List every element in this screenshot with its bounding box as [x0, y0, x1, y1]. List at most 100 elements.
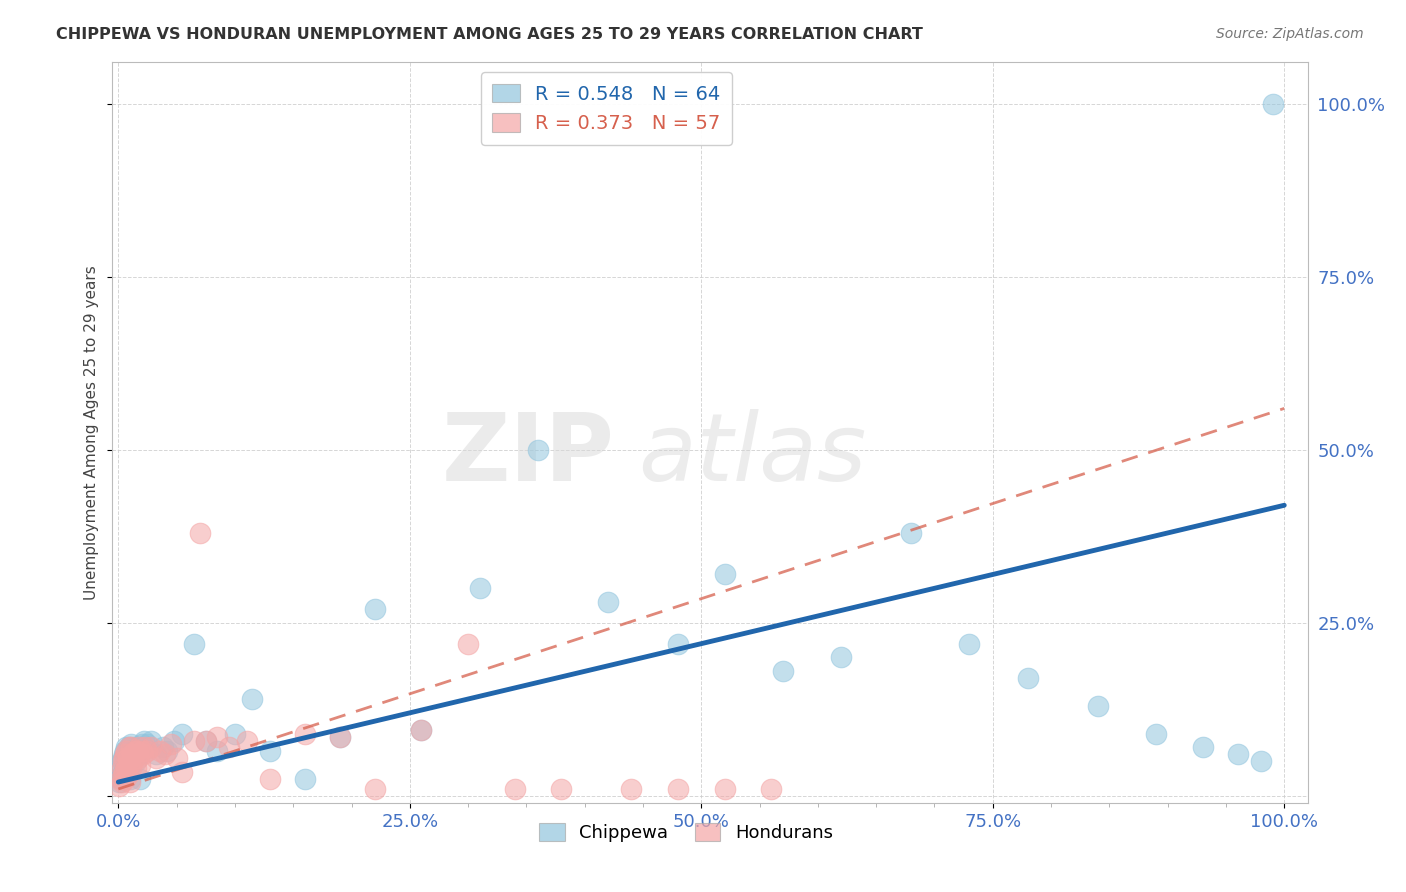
Point	[666, 781, 689, 796]
Point	[129, 757, 152, 772]
Point	[1191, 740, 1213, 755]
Point	[172, 764, 194, 779]
Point	[1087, 698, 1109, 713]
Point	[1261, 97, 1284, 112]
Point	[114, 744, 136, 758]
Point	[115, 740, 138, 755]
Point	[156, 744, 179, 758]
Point	[411, 723, 433, 738]
Point	[110, 761, 132, 775]
Point	[118, 775, 141, 789]
Point	[121, 744, 143, 758]
Point	[468, 582, 491, 596]
Text: CHIPPEWA VS HONDURAN UNEMPLOYMENT AMONG AGES 25 TO 29 YEARS CORRELATION CHART: CHIPPEWA VS HONDURAN UNEMPLOYMENT AMONG …	[56, 27, 924, 42]
Point	[550, 781, 572, 796]
Legend: Chippewa, Hondurans: Chippewa, Hondurans	[531, 816, 841, 849]
Point	[121, 747, 143, 762]
Point	[131, 737, 153, 751]
Point	[329, 730, 352, 744]
Point	[125, 740, 148, 755]
Point	[111, 754, 134, 768]
Point	[118, 751, 141, 765]
Point	[959, 637, 981, 651]
Point	[183, 733, 205, 747]
Point	[235, 733, 257, 747]
Point	[111, 754, 134, 768]
Point	[713, 567, 735, 582]
Point	[224, 726, 246, 740]
Point	[111, 751, 134, 765]
Point	[114, 768, 136, 782]
Point	[120, 740, 142, 755]
Point	[115, 744, 138, 758]
Point	[131, 744, 153, 758]
Point	[118, 740, 141, 755]
Point	[503, 781, 526, 796]
Point	[115, 754, 138, 768]
Text: atlas: atlas	[638, 409, 866, 500]
Point	[194, 733, 217, 747]
Point	[120, 737, 142, 751]
Point	[218, 740, 240, 755]
Point	[207, 730, 229, 744]
Point	[125, 761, 148, 775]
Point	[457, 637, 479, 651]
Point	[183, 637, 205, 651]
Point	[1226, 747, 1249, 762]
Point	[1144, 726, 1167, 740]
Point	[139, 740, 162, 755]
Point	[163, 733, 186, 747]
Point	[145, 747, 167, 762]
Point	[188, 525, 211, 540]
Point	[259, 744, 281, 758]
Point	[134, 740, 156, 755]
Point	[329, 730, 352, 744]
Point	[830, 650, 852, 665]
Point	[294, 772, 316, 786]
Point	[527, 442, 550, 457]
Point	[118, 757, 141, 772]
Point	[153, 747, 176, 762]
Point	[111, 768, 134, 782]
Point	[772, 665, 794, 679]
Point	[124, 744, 146, 758]
Point	[120, 761, 142, 775]
Point	[194, 733, 217, 747]
Point	[127, 744, 149, 758]
Point	[172, 726, 194, 740]
Point	[117, 747, 139, 762]
Point	[118, 747, 141, 762]
Point	[111, 761, 134, 775]
Point	[136, 737, 159, 751]
Point	[125, 744, 148, 758]
Point	[110, 772, 132, 786]
Point	[118, 740, 141, 755]
Point	[149, 744, 172, 758]
Point	[259, 772, 281, 786]
Y-axis label: Unemployment Among Ages 25 to 29 years: Unemployment Among Ages 25 to 29 years	[84, 265, 100, 600]
Point	[132, 747, 155, 762]
Text: ZIP: ZIP	[441, 409, 614, 500]
Point	[129, 772, 152, 786]
Point	[117, 764, 139, 779]
Point	[127, 751, 149, 765]
Point	[124, 740, 146, 755]
Point	[128, 740, 150, 755]
Point	[122, 751, 145, 765]
Point	[117, 751, 139, 765]
Point	[112, 764, 135, 779]
Point	[1250, 754, 1272, 768]
Point	[139, 733, 162, 747]
Point	[114, 772, 136, 786]
Point	[108, 779, 131, 793]
Point	[294, 726, 316, 740]
Point	[115, 761, 138, 775]
Point	[122, 754, 145, 768]
Point	[364, 781, 387, 796]
Point	[152, 740, 174, 755]
Point	[207, 744, 229, 758]
Point	[132, 733, 155, 747]
Point	[120, 754, 142, 768]
Point	[108, 775, 131, 789]
Point	[112, 747, 135, 762]
